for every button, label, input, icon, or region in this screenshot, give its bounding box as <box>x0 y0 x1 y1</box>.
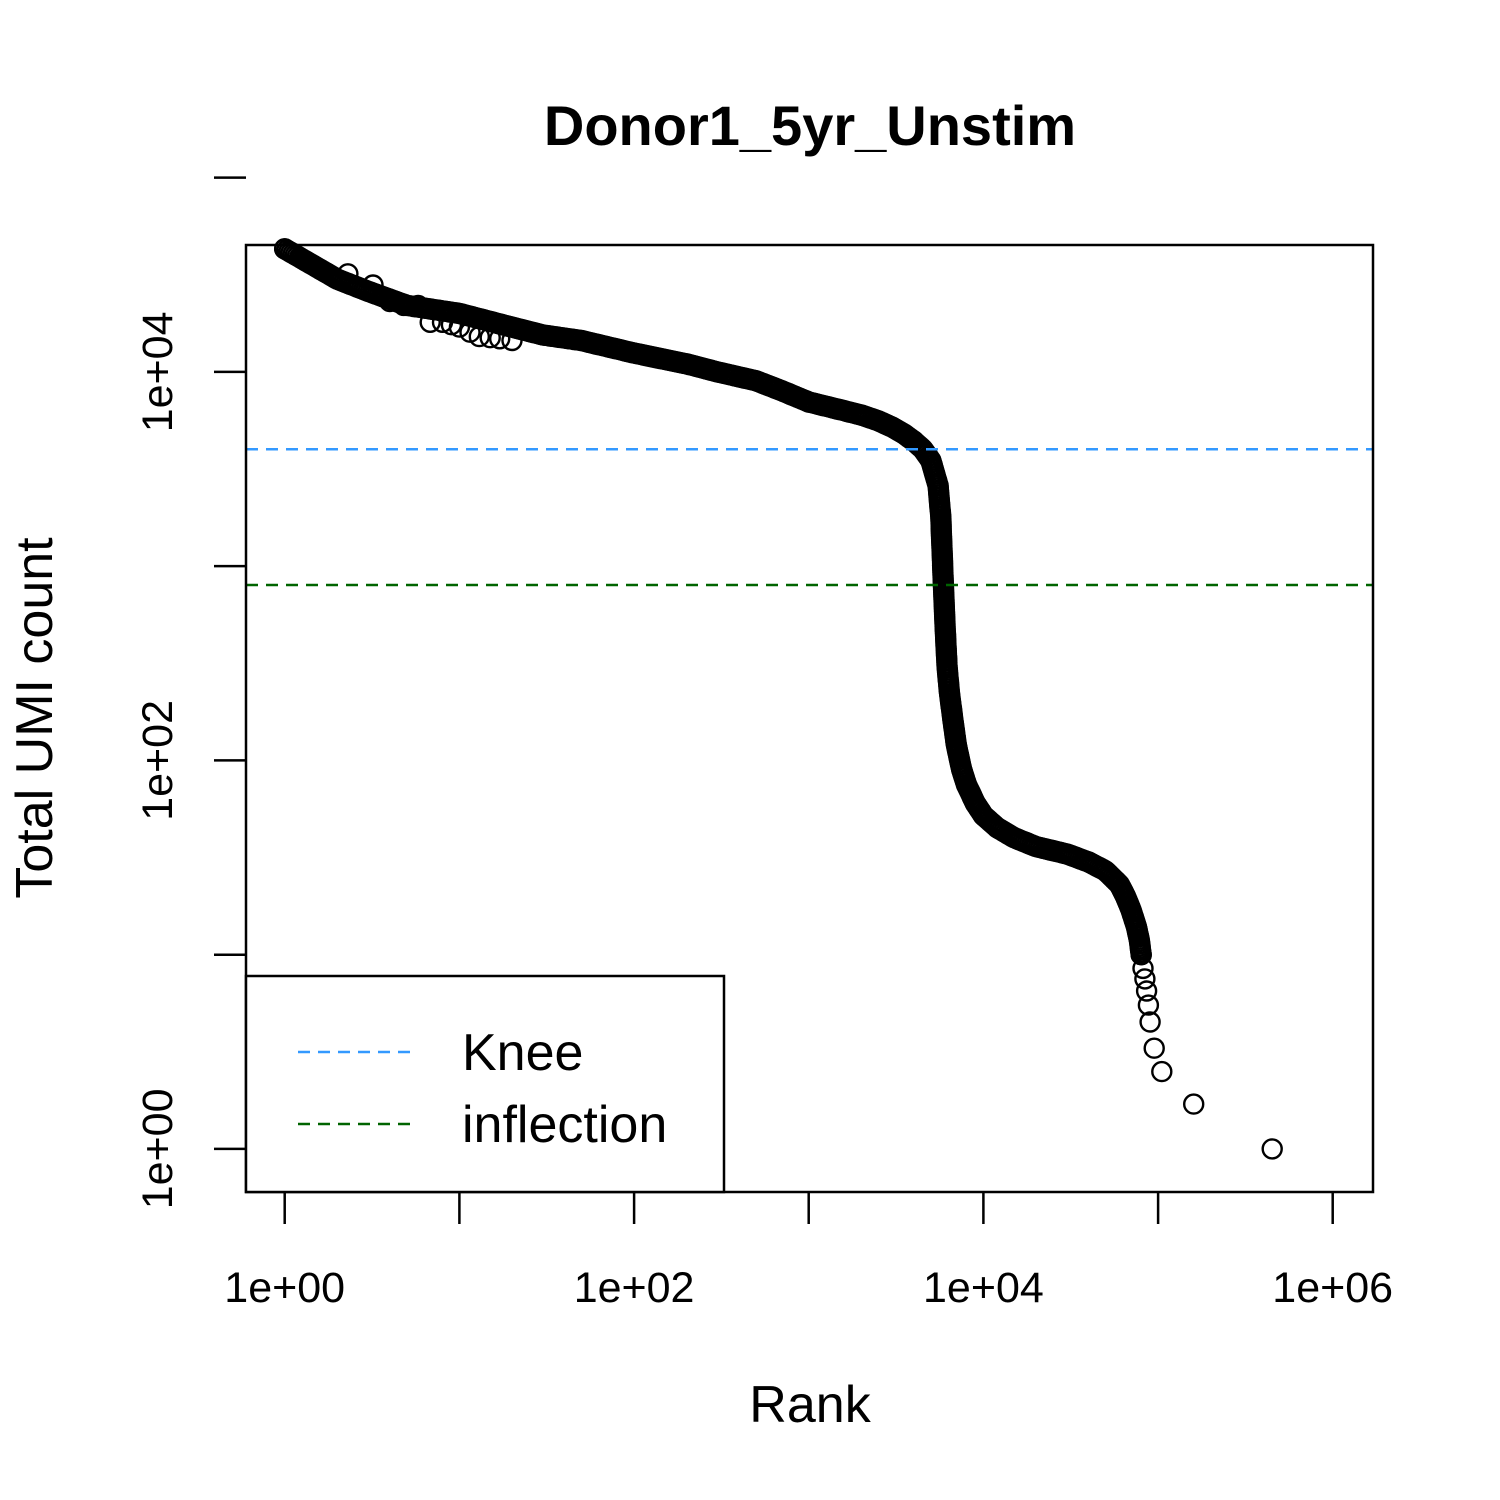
data-point <box>1137 994 1160 1016</box>
data-point <box>1135 980 1158 1002</box>
data-point <box>274 238 296 260</box>
x-tick-label: 1e+06 <box>1272 1264 1393 1312</box>
x-tick-label: 1e+04 <box>923 1264 1044 1312</box>
data-point <box>393 294 415 317</box>
chart-title: Donor1_5yr_Unstim <box>544 94 1076 157</box>
axes-layer: 1e+00 1e+02 1e+04 1e+06 1e+00 1e+02 1e+04 <box>134 176 1393 1312</box>
data-point <box>501 329 523 352</box>
data-point <box>337 263 359 285</box>
legend-label-knee: Knee <box>462 1024 583 1082</box>
legend: Knee inflection <box>244 974 726 1194</box>
y-tick-label: 1e+00 <box>134 1089 182 1210</box>
x-axis-label: Rank <box>749 1376 871 1434</box>
data-point <box>468 325 490 348</box>
data-point <box>1132 957 1154 980</box>
data-point <box>379 290 401 313</box>
data-point <box>362 274 384 296</box>
x-tick-label: 1e+02 <box>574 1264 695 1312</box>
y-axis-label: Total UMI count <box>6 537 64 899</box>
data-point <box>407 294 429 317</box>
data-point <box>1130 944 1152 966</box>
legend-box <box>244 974 726 1194</box>
data-point <box>1139 1011 1161 1033</box>
data-point <box>448 316 471 338</box>
data-point <box>1143 1037 1165 1059</box>
data-point <box>1261 1138 1283 1160</box>
data-point <box>1182 1093 1205 1115</box>
y-tick-label: 1e+04 <box>134 312 182 433</box>
data-point <box>1134 968 1156 990</box>
data-point <box>1151 1060 1173 1083</box>
legend-label-inflection: inflection <box>462 1096 667 1154</box>
data-point <box>489 328 511 350</box>
data-point <box>419 311 441 333</box>
data-point <box>479 327 501 349</box>
plot-layer <box>246 238 1373 1160</box>
x-tick-label: 1e+00 <box>224 1264 345 1312</box>
y-tick-label: 1e+02 <box>134 700 182 821</box>
